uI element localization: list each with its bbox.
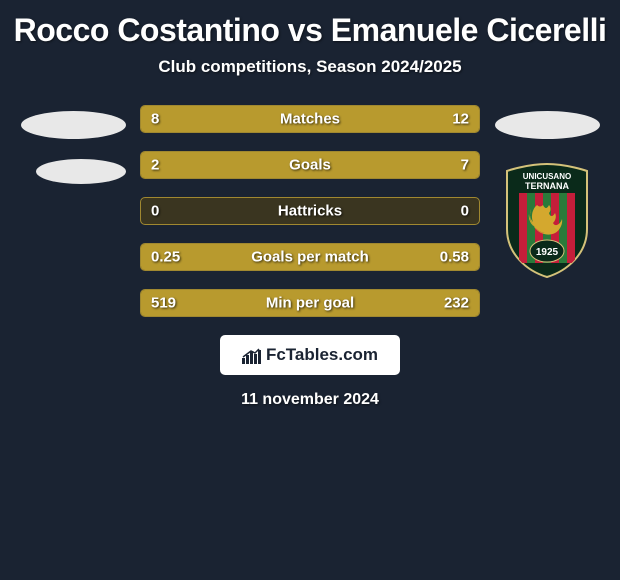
- player-ellipse-left-1: [21, 111, 126, 139]
- right-player-side: UNICUSANO TERNANA 1925: [492, 105, 602, 279]
- brand-text: FcTables.com: [266, 345, 378, 364]
- player-ellipse-left-2: [36, 159, 126, 184]
- stat-label: Min per goal: [266, 295, 354, 312]
- stat-value-right: 0: [461, 203, 469, 220]
- brand-chart-icon: [242, 348, 262, 364]
- stat-bar: 0.25 0.58 Goals per match: [140, 243, 480, 271]
- team-badge: UNICUSANO TERNANA 1925: [497, 159, 597, 279]
- bar-fill-right: [215, 152, 479, 178]
- stat-value-left: 519: [151, 295, 176, 312]
- stat-bar: 8 12 Matches: [140, 105, 480, 133]
- stats-bars: 8 12 Matches 2 7 Goals 0 0 Hattricks 0.25 0.58 Goal…: [140, 105, 480, 317]
- player-ellipse-right-1: [495, 111, 600, 139]
- bar-fill-left: [141, 106, 276, 132]
- stat-value-right: 232: [444, 295, 469, 312]
- badge-top-text: UNICUSANO: [523, 172, 571, 181]
- stat-bar: 2 7 Goals: [140, 151, 480, 179]
- badge-mid-text: TERNANA: [525, 181, 569, 191]
- stat-value-right: 7: [461, 157, 469, 174]
- stat-label: Goals: [289, 157, 331, 174]
- left-player-side: [18, 105, 128, 184]
- stat-bar: 0 0 Hattricks: [140, 197, 480, 225]
- date-text: 11 november 2024: [8, 391, 612, 409]
- stat-label: Hattricks: [278, 203, 342, 220]
- badge-year: 1925: [536, 247, 559, 258]
- stat-value-left: 2: [151, 157, 159, 174]
- stat-value-left: 8: [151, 111, 159, 128]
- stat-value-left: 0.25: [151, 249, 180, 266]
- stat-bar: 519 232 Min per goal: [140, 289, 480, 317]
- stat-value-left: 0: [151, 203, 159, 220]
- stat-value-right: 12: [452, 111, 469, 128]
- brand-link[interactable]: FcTables.com: [220, 335, 400, 375]
- stat-value-right: 0.58: [440, 249, 469, 266]
- comparison-subtitle: Club competitions, Season 2024/2025: [8, 57, 612, 77]
- stat-label: Goals per match: [251, 249, 369, 266]
- comparison-title: Rocco Costantino vs Emanuele Cicerelli: [8, 12, 612, 49]
- stat-label: Matches: [280, 111, 340, 128]
